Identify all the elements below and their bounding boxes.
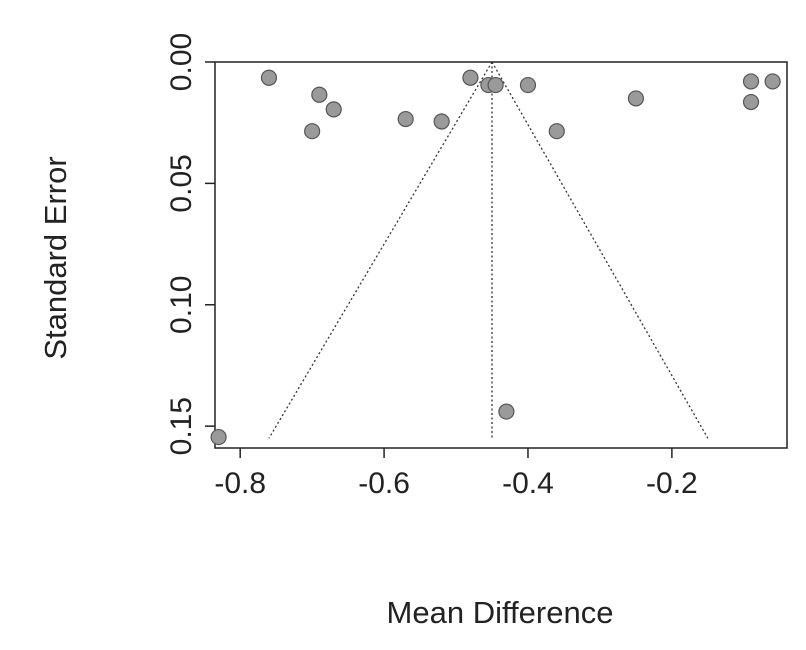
data-point-14 [764, 73, 781, 90]
y-axis: 0.00 0.05 0.10 0.15 [165, 33, 215, 455]
funnel-right-line [491, 61, 709, 439]
data-point-1 [260, 69, 278, 86]
data-point-6 [433, 113, 450, 130]
x-tick-label-2: -0.6 [358, 467, 410, 500]
x-tick-label-3: -0.4 [502, 467, 554, 500]
data-point-2 [311, 86, 328, 103]
plot-frame [214, 61, 788, 449]
y-tick-label-1: 0.00 [165, 33, 198, 91]
y-tick-label-4: 0.15 [165, 397, 198, 455]
data-point-11 [548, 123, 565, 140]
y-tick-label-3: 0.10 [165, 276, 198, 334]
data-point-10 [519, 76, 537, 94]
data-point-3 [325, 101, 342, 118]
data-point-9 [487, 76, 504, 94]
plot-area [210, 61, 788, 449]
funnel-left-line [268, 61, 493, 439]
data-point-12 [627, 90, 645, 107]
data-point-7 [462, 69, 479, 86]
x-axis: -0.8 -0.6 -0.4 -0.2 [214, 448, 698, 500]
data-point-17 [210, 428, 227, 446]
x-axis-label: Mean Difference [387, 595, 614, 630]
y-axis-label: Standard Error [38, 156, 73, 359]
data-point-5 [397, 110, 414, 128]
y-tick-label-2: 0.05 [165, 154, 198, 212]
x-tick-label-4: -0.2 [646, 467, 698, 500]
x-tick-label-1: -0.8 [214, 467, 266, 500]
data-point-13 [742, 73, 760, 90]
data-point-16 [498, 403, 515, 420]
data-point-15 [742, 93, 760, 111]
data-point-4 [304, 123, 321, 140]
